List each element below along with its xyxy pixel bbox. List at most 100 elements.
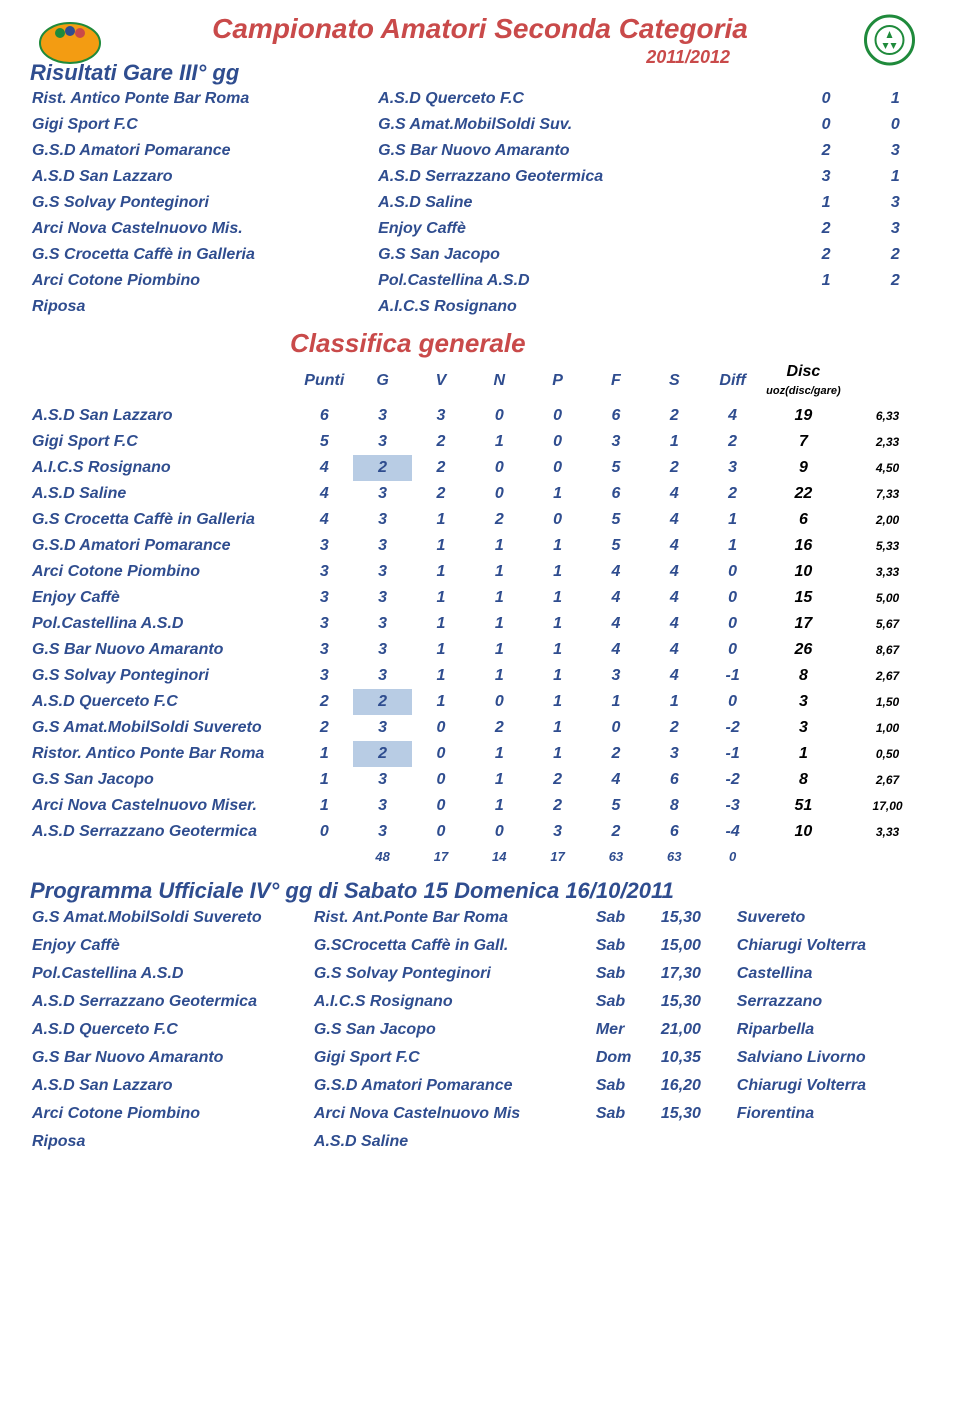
cell-v: 0 (412, 741, 470, 767)
cell-disc: 16 (762, 533, 845, 559)
prog-day: Sab (594, 1100, 659, 1128)
team-name: A.S.D Saline (30, 481, 295, 507)
cell-disc: 19 (762, 403, 845, 429)
home-team: A.S.D San Lazzaro (30, 164, 376, 190)
team-name: G.S Bar Nuovo Amaranto (30, 637, 295, 663)
cell-v: 1 (412, 507, 470, 533)
cell-f: 3 (587, 429, 645, 455)
cell-g: 3 (353, 585, 411, 611)
team-name: G.S Amat.MobilSoldi Suvereto (30, 715, 295, 741)
program-row: A.S.D San LazzaroG.S.D Amatori Pomarance… (30, 1072, 930, 1100)
cell-disc: 1 (762, 741, 845, 767)
cell-f: 4 (587, 767, 645, 793)
cell-p: 3 (528, 819, 586, 845)
prog-home: G.S Amat.MobilSoldi Suvereto (30, 904, 312, 932)
standings-row: A.I.C.S Rosignano4220052394,50 (30, 455, 930, 481)
cell-g: 3 (353, 429, 411, 455)
program-title: Programma Ufficiale IV° gg di Sabato 15 … (30, 878, 930, 904)
cell-g: 3 (353, 767, 411, 793)
total-g: 48 (353, 845, 411, 868)
cell-disc: 51 (762, 793, 845, 819)
home-team: Gigi Sport F.C (30, 112, 376, 138)
result-row: Arci Nova Castelnuovo Mis.Enjoy Caffè23 (30, 216, 930, 242)
cell-diff: -1 (703, 663, 761, 689)
standings-row: A.S.D Querceto F.C2210111031,50 (30, 689, 930, 715)
home-team: G.S Solvay Ponteginori (30, 190, 376, 216)
away-score: 1 (861, 164, 930, 190)
cell-disc: 22 (762, 481, 845, 507)
cell-disc: 9 (762, 455, 845, 481)
cell-s: 4 (645, 507, 703, 533)
cell-s: 4 (645, 663, 703, 689)
cell-g: 3 (353, 611, 411, 637)
standings-row: Enjoy Caffè33111440155,00 (30, 585, 930, 611)
home-score: 2 (792, 138, 861, 164)
cell-f: 0 (587, 715, 645, 741)
away-team: A.S.D Saline (376, 190, 791, 216)
away-team: Enjoy Caffè (376, 216, 791, 242)
cell-v: 0 (412, 793, 470, 819)
cell-g: 3 (353, 559, 411, 585)
cell-v: 1 (412, 663, 470, 689)
prog-home: Riposa (30, 1128, 312, 1156)
cell-disc: 8 (762, 663, 845, 689)
home-score (792, 294, 861, 320)
cell-quoz: 3,33 (845, 559, 930, 585)
cell-diff: -4 (703, 819, 761, 845)
prog-time: 15,00 (659, 932, 735, 960)
prog-day: Sab (594, 904, 659, 932)
cell-v: 0 (412, 715, 470, 741)
cell-pts: 4 (295, 507, 353, 533)
cell-v: 2 (412, 455, 470, 481)
team-name: G.S.D Amatori Pomarance (30, 533, 295, 559)
cell-p: 0 (528, 455, 586, 481)
cell-g: 3 (353, 507, 411, 533)
cell-p: 2 (528, 793, 586, 819)
standings-row: Gigi Sport F.C5321031272,33 (30, 429, 930, 455)
cell-s: 6 (645, 819, 703, 845)
total-n: 14 (470, 845, 528, 868)
cell-p: 1 (528, 585, 586, 611)
col-v: V (412, 359, 470, 403)
cell-v: 1 (412, 689, 470, 715)
prog-location: Salviano Livorno (735, 1044, 930, 1072)
main-title: Campionato Amatori Seconda Categoria (110, 13, 850, 45)
prog-location: Suvereto (735, 904, 930, 932)
cell-quoz: 7,33 (845, 481, 930, 507)
cell-pts: 4 (295, 481, 353, 507)
cell-quoz: 2,33 (845, 429, 930, 455)
prog-home: Arci Cotone Piombino (30, 1100, 312, 1128)
standings-row: A.S.D Serrazzano Geotermica0300326-4103,… (30, 819, 930, 845)
cell-pts: 5 (295, 429, 353, 455)
cell-s: 4 (645, 585, 703, 611)
team-name: Pol.Castellina A.S.D (30, 611, 295, 637)
standings-row: G.S Bar Nuovo Amaranto33111440268,67 (30, 637, 930, 663)
result-row: Rist. Antico Ponte Bar RomaA.S.D Quercet… (30, 86, 930, 112)
prog-home: Pol.Castellina A.S.D (30, 960, 312, 988)
cell-quoz: 5,33 (845, 533, 930, 559)
home-team: Rist. Antico Ponte Bar Roma (30, 86, 376, 112)
team-name: G.S Solvay Ponteginori (30, 663, 295, 689)
cell-p: 1 (528, 689, 586, 715)
cell-quoz: 1,50 (845, 689, 930, 715)
cell-diff: -2 (703, 767, 761, 793)
standings-row: Arci Cotone Piombino33111440103,33 (30, 559, 930, 585)
cell-f: 6 (587, 481, 645, 507)
standings-row: A.S.D Saline43201642227,33 (30, 481, 930, 507)
result-row: Arci Cotone PiombinoPol.Castellina A.S.D… (30, 268, 930, 294)
cell-v: 1 (412, 611, 470, 637)
standings-row: Arci Nova Castelnuovo Miser.1301258-3511… (30, 793, 930, 819)
col-f: F (587, 359, 645, 403)
cell-v: 1 (412, 637, 470, 663)
prog-time: 17,30 (659, 960, 735, 988)
prog-home: A.S.D Querceto F.C (30, 1016, 312, 1044)
cell-quoz: 5,00 (845, 585, 930, 611)
cell-p: 1 (528, 559, 586, 585)
cell-quoz: 6,33 (845, 403, 930, 429)
cell-pts: 0 (295, 819, 353, 845)
program-table: G.S Amat.MobilSoldi SuveretoRist. Ant.Po… (30, 904, 930, 1156)
cell-g: 3 (353, 819, 411, 845)
cell-disc: 17 (762, 611, 845, 637)
totals-row: 4817141763630 (30, 845, 930, 868)
team-name: A.S.D Querceto F.C (30, 689, 295, 715)
